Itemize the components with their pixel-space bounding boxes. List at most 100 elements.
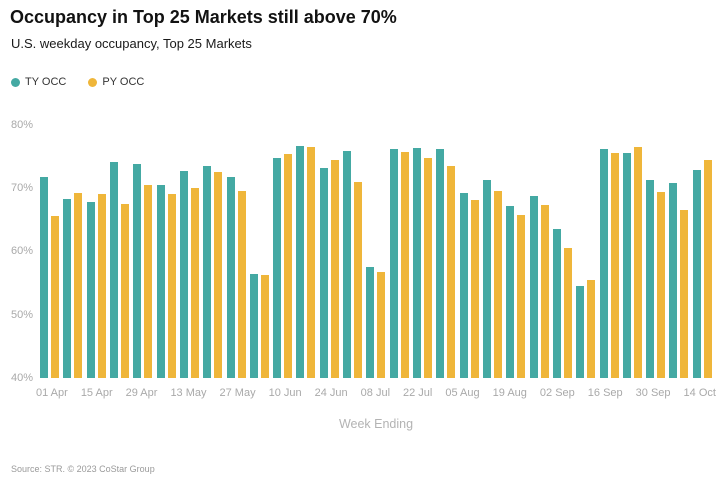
x-tick-label: 29 Apr (125, 387, 158, 399)
bar-pair (366, 266, 386, 378)
legend-label-ty-occ: TY OCC (25, 76, 67, 88)
bar-pair (156, 184, 176, 378)
bar-ty-occ (622, 152, 631, 378)
x-tick-label (113, 387, 126, 400)
bar-ty-occ (296, 145, 305, 378)
bar-ty-occ (692, 170, 701, 378)
bar-ty-occ (343, 151, 352, 378)
bar-pair (133, 163, 153, 378)
x-tick-label (432, 387, 445, 400)
source-note: Source: STR. © 2023 CoStar Group (11, 464, 155, 474)
x-tick-label (527, 387, 540, 400)
bar-py-occ (517, 215, 526, 378)
bar-pair (109, 162, 129, 378)
bar-py-occ (610, 153, 619, 378)
bar-ty-occ (552, 229, 561, 378)
y-tick-label: 40% (11, 372, 34, 384)
bar-pair (249, 273, 269, 378)
bar-pair (436, 148, 456, 378)
bar-ty-occ (646, 179, 655, 378)
y-tick-label: 50% (11, 308, 34, 321)
bar-pair (63, 193, 83, 378)
bar-pair (576, 280, 596, 378)
bar-ty-occ (599, 149, 608, 378)
bar-py-occ (144, 185, 153, 378)
bar-ty-occ (529, 196, 538, 378)
bar-py-occ (284, 154, 293, 378)
bar-py-occ (633, 147, 642, 378)
bar-py-occ (400, 151, 409, 378)
bar-pair (343, 151, 363, 378)
bar-py-occ (120, 204, 129, 378)
bar-pair (482, 179, 502, 378)
y-tick-label: 70% (11, 182, 34, 194)
x-tick-label: 08 Jul (360, 387, 391, 399)
bar-ty-occ (203, 166, 212, 378)
bar-py-occ (377, 271, 386, 378)
x-tick-label (302, 387, 315, 400)
x-axis: 01 Apr 15 Apr 29 Apr 13 May 27 May 10 Jun 24 J… (36, 387, 716, 400)
bar-ty-occ (156, 184, 165, 378)
bar-ty-occ (459, 193, 468, 378)
bar-ty-occ (226, 176, 235, 378)
x-tick-label: 30 Sep (635, 387, 671, 399)
bar-ty-occ (482, 179, 491, 378)
chart-title: Occupancy in Top 25 Markets still above … (10, 7, 397, 27)
bar-pair (529, 196, 549, 378)
bar-ty-occ (669, 182, 678, 378)
bar-ty-occ (249, 273, 258, 378)
x-tick-label (256, 387, 269, 400)
bar-pair (273, 154, 293, 378)
x-tick-label: 15 Apr (80, 387, 113, 399)
y-tick-label: 60% (11, 245, 34, 258)
bar-pair (459, 193, 479, 378)
bar-py-occ (74, 193, 83, 378)
bar-py-occ (563, 248, 572, 378)
legend: TY OCC PY OCC (11, 76, 144, 88)
bar-pair (413, 148, 432, 378)
x-tick-label: 02 Sep (539, 387, 575, 399)
x-tick-label: 10 Jun (268, 387, 302, 399)
bar-py-occ (680, 209, 689, 378)
bar-ty-occ (63, 198, 72, 378)
x-tick-label: 16 Sep (587, 387, 623, 399)
ty-occ-swatch-icon (11, 77, 20, 87)
x-tick-label: 19 Aug (492, 387, 527, 399)
bar-py-occ (214, 171, 223, 378)
x-tick-label: 22 Jul (403, 387, 433, 399)
x-tick-label (390, 387, 403, 400)
bar-ty-occ (109, 162, 118, 378)
bar-pair (86, 194, 106, 378)
bar-py-occ (167, 193, 176, 378)
bar-py-occ (237, 190, 246, 378)
bar-pair (622, 147, 642, 378)
bar-ty-occ (86, 201, 95, 378)
bar-ty-occ (576, 285, 585, 378)
bar-py-occ (447, 166, 456, 378)
x-tick-label (157, 387, 170, 400)
bar-pair (40, 177, 59, 378)
x-axis-title: Week Ending (338, 417, 414, 431)
bar-py-occ (587, 280, 596, 378)
bar-ty-occ (319, 168, 328, 378)
x-tick-label: 27 May (219, 387, 256, 399)
x-tick-label (480, 387, 493, 400)
bar-ty-occ (273, 158, 282, 378)
bar-py-occ (51, 215, 59, 378)
bar-pair (296, 145, 316, 378)
plot-area (40, 112, 712, 378)
legend-label-py-occ: PY OCC (102, 76, 145, 88)
legend-item-ty-occ: TY OCC (11, 76, 66, 88)
bar-pair (226, 176, 246, 378)
bar-py-occ (260, 274, 269, 378)
bar-ty-occ (366, 266, 375, 378)
bar-py-occ (540, 205, 549, 378)
bar-pair (692, 159, 712, 378)
bar-ty-occ (413, 148, 421, 378)
x-tick-label: 01 Apr (36, 387, 68, 399)
bar-py-occ (493, 191, 502, 378)
bar-ty-occ (436, 148, 445, 378)
x-tick-label (68, 387, 81, 400)
x-tick-label (348, 387, 361, 400)
